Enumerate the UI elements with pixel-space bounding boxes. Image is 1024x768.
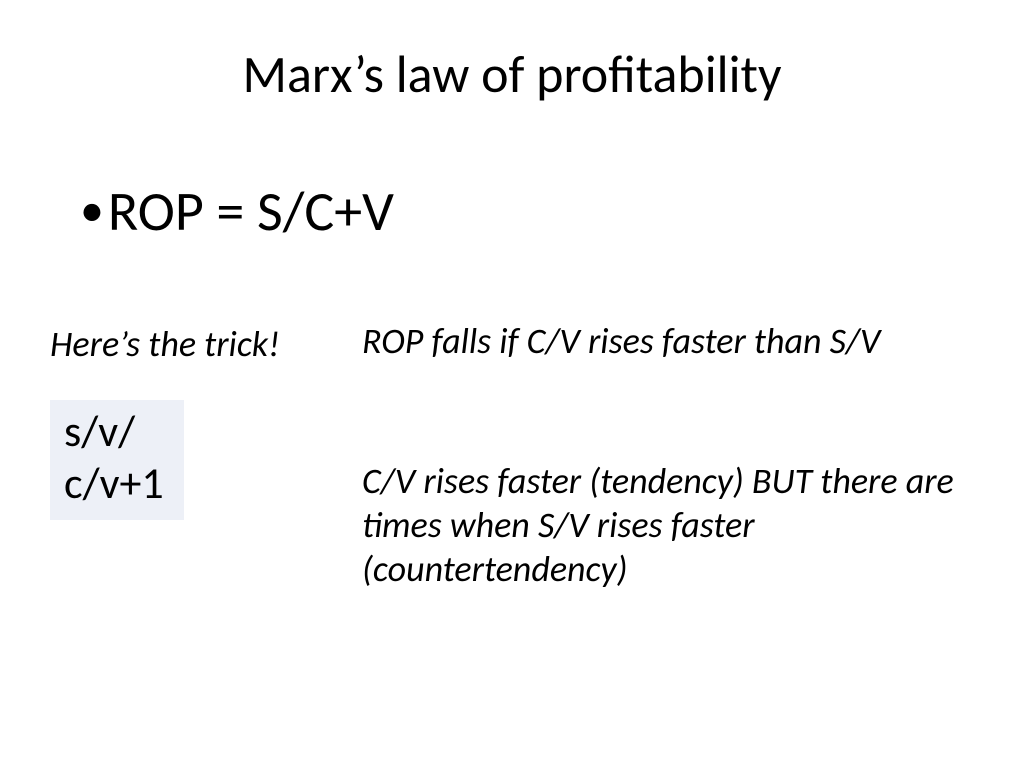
bullet-row: • ROP = S/C+V xyxy=(80,178,394,246)
formula-box-line1: s/v/ xyxy=(64,406,164,458)
slide-title: Marx’s law of profitability xyxy=(0,42,1024,106)
bullet-marker: • xyxy=(80,186,104,234)
paragraph-rop-falls: ROP falls if C/V rises faster than S/V xyxy=(362,320,922,364)
formula-box: s/v/ c/v+1 xyxy=(50,400,184,520)
main-formula: ROP = S/C+V xyxy=(108,178,394,246)
slide: Marx’s law of profitability • ROP = S/C+… xyxy=(0,0,1024,768)
paragraph-tendency: C/V rises faster (tendency) BUT there ar… xyxy=(362,460,962,592)
formula-box-line2: c/v+1 xyxy=(64,458,164,510)
trick-label: Here’s the trick! xyxy=(50,322,280,366)
